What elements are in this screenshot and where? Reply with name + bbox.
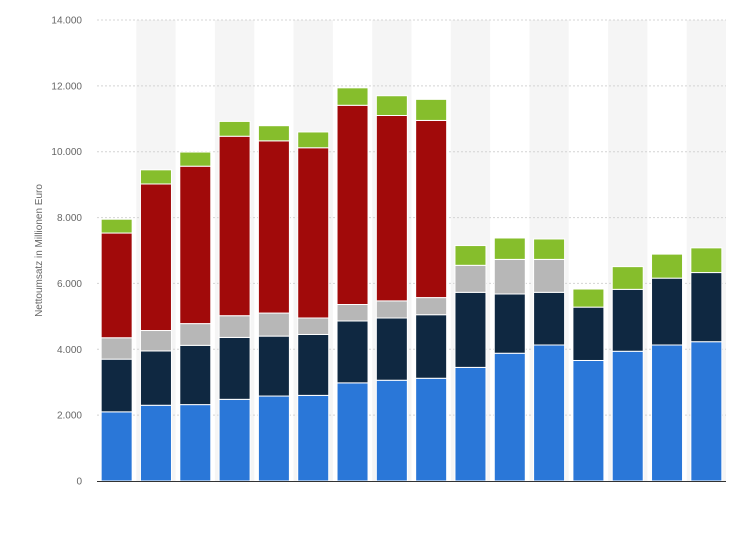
y-axis-ticks: 0 2.000 4.000 6.000 8.000 10.000 12.000 14.000 [51,16,82,488]
y-tick-label: 2.000 [57,411,82,422]
bar-segment [690,247,723,274]
bar-segment [454,245,487,266]
bar-segment [257,335,290,397]
bar-segment [257,125,290,142]
bar-segment [415,377,448,482]
y-axis-label: Nettoumsatz in Millionen Euro [34,184,45,317]
bar-segment [454,291,487,368]
bar-segment [257,395,290,482]
bar-segment [297,131,330,149]
bar-segment [415,297,448,316]
bar-segment [375,95,408,116]
bar-segment [179,404,212,482]
bar-segment [179,323,212,346]
bar-segment [651,344,684,482]
bar-segment [493,237,526,260]
bar-segment [100,218,133,234]
bar-segment [297,147,330,319]
bar-segment [493,258,526,295]
bar-segment [572,359,605,482]
y-tick-label: 12.000 [51,81,82,92]
bar-segment [651,277,684,346]
bar-segment [533,258,566,293]
y-tick-label: 0 [76,477,82,488]
y-tick-label: 8.000 [57,213,82,224]
y-tick-label: 4.000 [57,345,82,356]
bar-segment [454,264,487,293]
bar-segment [533,344,566,482]
bar-segment [415,314,448,379]
bar-segment [375,300,408,319]
y-tick-label: 6.000 [57,279,82,290]
bar-segment [139,404,172,482]
bar-segment [415,119,448,299]
bar-segment [257,140,290,314]
bars [100,87,723,482]
bar-segment [493,293,526,354]
bar-segment [139,350,172,406]
bar-segment [179,165,212,325]
bar-segment [572,306,605,361]
bar-segment [139,330,172,352]
bar-segment [139,169,172,185]
bar-segment [336,382,369,482]
bar-segment [336,320,369,384]
bar-segment [336,104,369,306]
bar-segment [611,288,644,352]
bar-segment [218,120,251,137]
bar-segment [611,350,644,482]
y-tick-label: 14.000 [51,16,82,27]
y-tick-label: 10.000 [51,147,82,158]
bar-segment [690,341,723,482]
bar-segment [572,288,605,308]
bar-segment [375,317,408,381]
bar-segment [100,232,133,339]
bar-segment [533,291,566,346]
bar-segment [100,411,133,482]
bar-segment [100,358,133,413]
bar-segment [218,336,251,400]
bar-segment [218,135,251,317]
bar-segment [297,317,330,335]
bar-segment [454,366,487,482]
bar-segment [297,333,330,396]
bar-segment [336,304,369,322]
bar-segment [179,151,212,167]
bar-segment [100,337,133,360]
bar-segment [375,114,408,302]
bar-segment [611,266,644,290]
bar-segment [218,398,251,482]
bar-segment [415,98,448,121]
bar-segment [179,344,212,406]
bar-segment [218,315,251,338]
bar-segment [336,87,369,106]
bar-segment [651,253,684,279]
bar-segment [533,238,566,260]
bar-segment [257,312,290,337]
bar-segment [139,183,172,332]
bar-segment [690,272,723,343]
bar-segment [493,352,526,482]
bar-segment [375,379,408,482]
bar-segment [297,394,330,482]
